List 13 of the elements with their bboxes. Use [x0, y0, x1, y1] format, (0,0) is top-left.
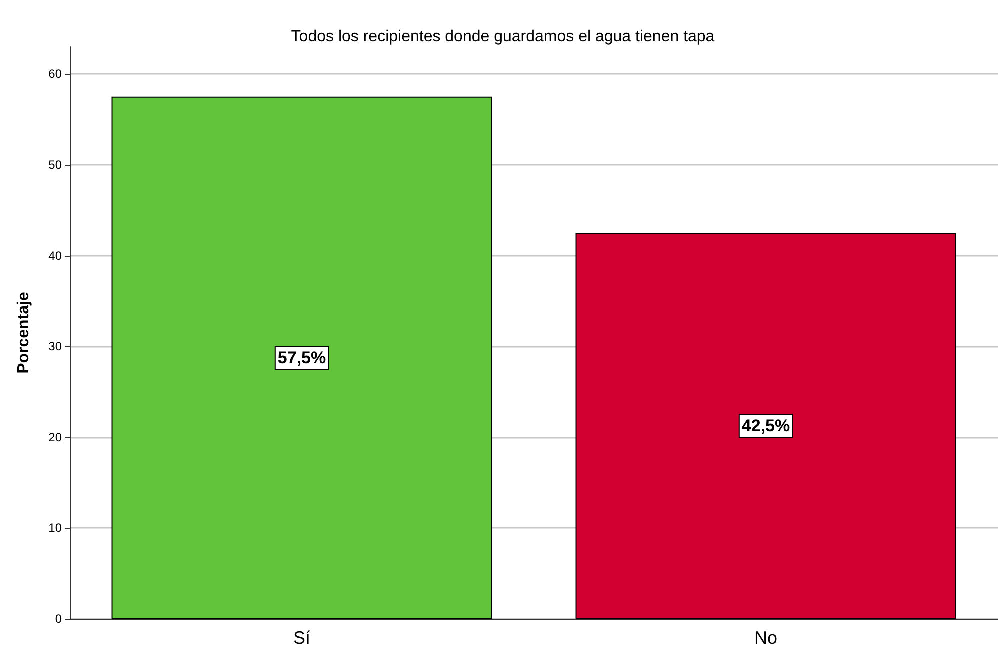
y-axis-title: Porcentaje — [16, 292, 32, 374]
y-tick-label: 0 — [55, 612, 62, 626]
y-tick-label: 30 — [48, 340, 62, 354]
x-tick-label: No — [754, 628, 778, 648]
y-tick-label: 40 — [48, 248, 62, 263]
data-label: 42,5% — [742, 416, 790, 436]
y-tick-label: 50 — [48, 158, 62, 172]
chart-title: Todos los recipientes donde guardamos el agua tienen tapa — [291, 28, 715, 46]
x-tick-label: Sí — [293, 628, 311, 648]
y-tick-label: 20 — [48, 430, 62, 444]
y-tick-label: 60 — [48, 67, 62, 82]
data-label: 57,5% — [278, 348, 326, 368]
y-tick-label: 10 — [48, 521, 62, 536]
